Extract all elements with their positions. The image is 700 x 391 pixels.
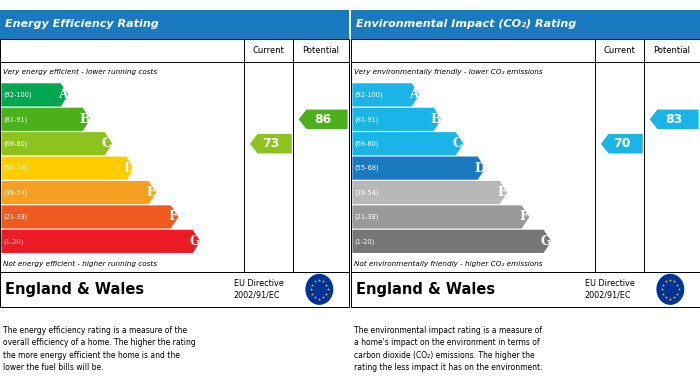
Text: (21-38): (21-38): [354, 214, 379, 220]
Polygon shape: [352, 156, 485, 180]
Text: (21-38): (21-38): [4, 214, 28, 220]
Text: (69-80): (69-80): [4, 140, 28, 147]
Text: (1-20): (1-20): [354, 238, 374, 245]
Text: Energy Efficiency Rating: Energy Efficiency Rating: [5, 20, 159, 29]
Polygon shape: [250, 134, 292, 154]
FancyBboxPatch shape: [351, 272, 700, 307]
Polygon shape: [352, 83, 419, 106]
Text: F: F: [519, 210, 528, 223]
Polygon shape: [601, 134, 643, 154]
Text: (92-100): (92-100): [354, 91, 383, 98]
Polygon shape: [299, 109, 348, 129]
Text: B: B: [80, 113, 90, 126]
Text: 70: 70: [613, 137, 631, 150]
Polygon shape: [352, 230, 552, 253]
Text: (81-91): (81-91): [4, 116, 28, 122]
Polygon shape: [1, 83, 69, 106]
Text: E: E: [497, 186, 507, 199]
Polygon shape: [1, 181, 156, 204]
FancyBboxPatch shape: [0, 10, 349, 39]
Polygon shape: [352, 132, 463, 155]
Text: 83: 83: [666, 113, 683, 126]
Polygon shape: [352, 205, 529, 229]
Text: (55-68): (55-68): [4, 165, 28, 171]
FancyBboxPatch shape: [351, 10, 700, 39]
Text: C: C: [102, 137, 112, 150]
Text: A: A: [58, 88, 68, 101]
Polygon shape: [1, 230, 200, 253]
Text: 86: 86: [315, 113, 332, 126]
Text: C: C: [453, 137, 463, 150]
Polygon shape: [1, 156, 134, 180]
FancyBboxPatch shape: [0, 39, 349, 272]
Text: D: D: [123, 161, 134, 175]
Text: Potential: Potential: [302, 46, 340, 55]
Text: EU Directive
2002/91/EC: EU Directive 2002/91/EC: [234, 279, 284, 300]
Text: 73: 73: [262, 137, 280, 150]
Circle shape: [657, 274, 684, 304]
FancyBboxPatch shape: [0, 272, 349, 307]
Text: D: D: [475, 161, 485, 175]
Text: (39-54): (39-54): [4, 189, 28, 196]
Text: (39-54): (39-54): [354, 189, 379, 196]
Text: Very environmentally friendly - lower CO₂ emissions: Very environmentally friendly - lower CO…: [354, 68, 543, 75]
Text: G: G: [540, 235, 551, 248]
Text: (69-80): (69-80): [354, 140, 379, 147]
Text: England & Wales: England & Wales: [356, 282, 496, 297]
Polygon shape: [1, 205, 178, 229]
Text: B: B: [430, 113, 441, 126]
Text: Environmental Impact (CO₂) Rating: Environmental Impact (CO₂) Rating: [356, 20, 577, 29]
Text: Current: Current: [253, 46, 285, 55]
Text: A: A: [409, 88, 419, 101]
Text: (92-100): (92-100): [4, 91, 32, 98]
Text: Very energy efficient - lower running costs: Very energy efficient - lower running co…: [4, 68, 158, 75]
Polygon shape: [650, 109, 699, 129]
Text: The energy efficiency rating is a measure of the
overall efficiency of a home. T: The energy efficiency rating is a measur…: [4, 326, 196, 372]
Polygon shape: [1, 108, 90, 131]
Text: EU Directive
2002/91/EC: EU Directive 2002/91/EC: [584, 279, 635, 300]
Polygon shape: [352, 181, 508, 204]
Text: (1-20): (1-20): [4, 238, 24, 245]
Circle shape: [306, 274, 332, 304]
Text: Potential: Potential: [654, 46, 691, 55]
Text: G: G: [190, 235, 200, 248]
Text: England & Wales: England & Wales: [5, 282, 144, 297]
FancyBboxPatch shape: [351, 39, 700, 272]
Text: F: F: [168, 210, 177, 223]
Text: The environmental impact rating is a measure of
a home's impact on the environme: The environmental impact rating is a mea…: [354, 326, 543, 372]
Text: Current: Current: [604, 46, 636, 55]
Text: E: E: [146, 186, 155, 199]
Polygon shape: [1, 132, 113, 155]
Text: (81-91): (81-91): [354, 116, 379, 122]
Text: Not energy efficient - higher running costs: Not energy efficient - higher running co…: [4, 261, 158, 267]
Polygon shape: [352, 108, 442, 131]
Text: Not environmentally friendly - higher CO₂ emissions: Not environmentally friendly - higher CO…: [354, 261, 543, 267]
Text: (55-68): (55-68): [354, 165, 379, 171]
